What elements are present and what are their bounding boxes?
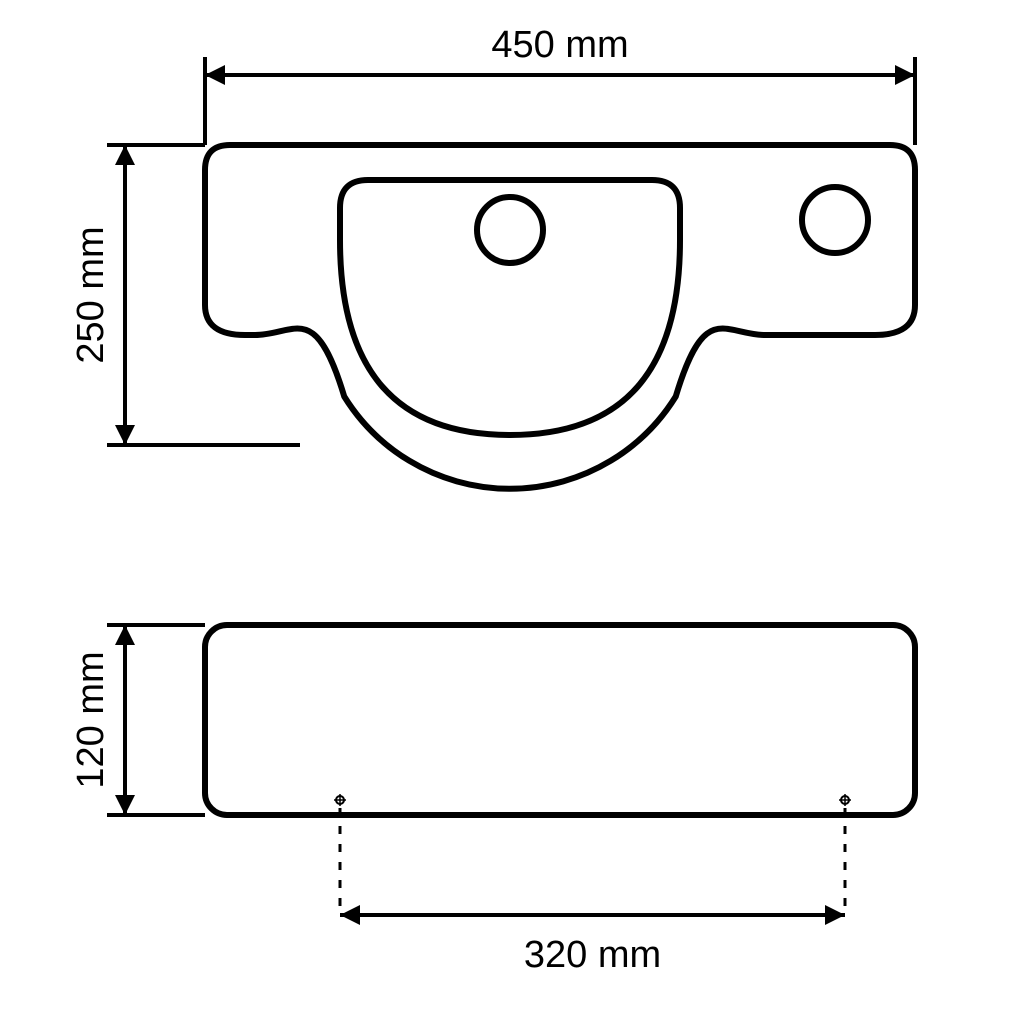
tap-hole [802,187,868,253]
drain-hole [477,197,543,263]
front-view-outline [205,625,915,815]
dim-label-depth: 250 mm [70,226,112,363]
dim-label-height: 120 mm [70,651,112,788]
dim-label-width: 450 mm [491,24,628,66]
bowl-outline [340,180,680,435]
dim-label-mount: 320 mm [524,934,661,976]
